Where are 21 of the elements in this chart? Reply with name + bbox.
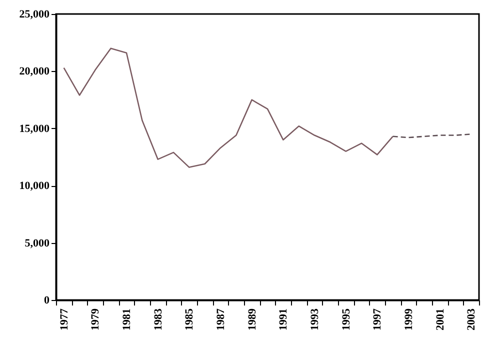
x-tick-label: 2001 [434, 308, 446, 330]
x-tick-label: 1987 [215, 308, 227, 330]
x-tick-label: 1983 [152, 308, 164, 330]
x-tick-label: 1981 [121, 308, 133, 330]
y-tick-label: 20,000 [19, 66, 50, 78]
y-tick-label: 15,000 [19, 122, 50, 135]
y-tick-label: 25,000 [19, 8, 50, 20]
x-tick-label: 1991 [278, 308, 290, 330]
x-tick-label: 1997 [372, 308, 384, 330]
x-tick-label: 2003 [466, 308, 478, 330]
y-tick-label: 10,000 [19, 180, 50, 192]
x-tick-label: 1985 [184, 308, 196, 330]
x-tick-label: 1979 [90, 308, 102, 330]
x-tick-label: 1993 [309, 308, 321, 330]
y-tick-label: 0 [44, 294, 50, 306]
x-tick-label: 1999 [403, 308, 415, 330]
y-tick-label: 5,000 [24, 237, 50, 250]
x-tick-label: 1977 [58, 308, 70, 330]
x-tick-label: 1989 [246, 308, 258, 330]
line-series [63, 48, 394, 168]
x-tick-label: 1995 [340, 308, 352, 330]
